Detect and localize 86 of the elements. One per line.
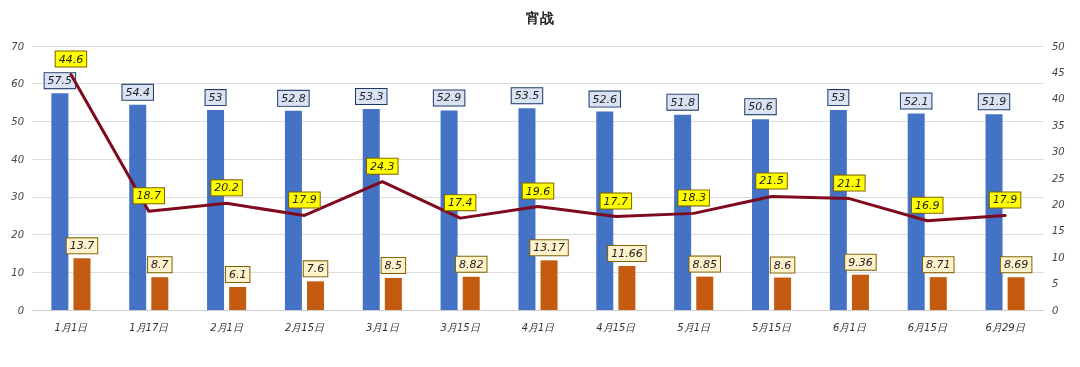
data-label: 52.1 [903, 94, 929, 108]
data-label: 52.8 [281, 91, 306, 105]
data-label: 9.36 [848, 255, 873, 269]
bar [73, 258, 91, 310]
y2-tick-label: 50 [1052, 40, 1065, 52]
data-label: 19.6 [525, 184, 551, 198]
y-tick-label: 20 [11, 229, 24, 241]
y2-tick-label: 20 [1052, 198, 1065, 210]
y2-tick-label: 0 [1052, 304, 1059, 316]
data-label: 17.9 [992, 193, 1018, 207]
bar [384, 277, 402, 310]
y-tick-label: 0 [17, 304, 24, 316]
bar [151, 277, 169, 310]
bar [696, 276, 714, 310]
x-tick-label: 4月1日 [521, 321, 556, 333]
data-label: 52.9 [436, 91, 462, 105]
y-tick-label: 50 [11, 115, 24, 127]
data-label: 57.5 [47, 74, 73, 88]
data-label: 53.5 [514, 89, 540, 103]
data-label: 8.71 [926, 258, 951, 272]
y2-tick-label: 15 [1052, 225, 1065, 237]
x-tick-label: 5月1日 [677, 321, 712, 333]
bar [462, 276, 480, 310]
data-label: 24.3 [370, 159, 395, 173]
data-label: 51.9 [981, 95, 1007, 109]
data-label: 53 [831, 91, 846, 105]
data-label: 51.8 [670, 95, 695, 109]
data-label: 8.6 [773, 258, 792, 272]
y2-tick-label: 35 [1052, 119, 1065, 131]
y-tick-label: 30 [11, 191, 24, 203]
x-tick-label: 6月1日 [833, 321, 867, 333]
x-tick-label: 4月15日 [596, 321, 637, 333]
y2-tick-label: 5 [1052, 278, 1059, 290]
bar [1007, 277, 1025, 310]
data-label: 8.85 [692, 257, 717, 271]
x-tick-label: 2月1日 [210, 321, 244, 333]
bar [51, 93, 69, 310]
data-label: 44.6 [58, 52, 84, 66]
data-label: 8.69 [1003, 258, 1029, 272]
data-label: 8.5 [384, 258, 403, 272]
x-tick-label: 5月15日 [751, 321, 793, 333]
data-label: 6.1 [228, 267, 247, 281]
data-label: 8.82 [458, 257, 484, 271]
data-label: 8.7 [151, 258, 169, 272]
bar [618, 266, 636, 310]
x-tick-label: 3月15日 [440, 321, 481, 333]
data-label: 16.9 [914, 198, 940, 212]
data-label: 13.17 [533, 241, 565, 255]
data-label: 21.5 [759, 174, 784, 188]
data-label: 13.7 [69, 239, 95, 253]
bar [929, 277, 947, 310]
y2-tick-label: 40 [1052, 93, 1065, 105]
y2-tick-label: 30 [1052, 146, 1065, 158]
bar [774, 277, 792, 310]
bar [540, 260, 558, 310]
x-tick-label: 3月1日 [365, 321, 400, 333]
y2-tick-label: 25 [1052, 172, 1065, 184]
data-label: 17.9 [292, 193, 317, 207]
data-label: 54.4 [125, 85, 150, 99]
y2-tick-label: 45 [1052, 66, 1065, 78]
y-tick-label: 40 [11, 153, 24, 165]
y-tick-label: 60 [11, 78, 24, 90]
data-label: 50.6 [748, 100, 773, 114]
bar [307, 281, 325, 310]
x-tick-label: 6月29日 [985, 321, 1026, 333]
chart-title: 宵战 [526, 10, 554, 26]
y-tick-label: 10 [11, 266, 24, 278]
data-label: 17.4 [447, 196, 473, 210]
data-label: 11.66 [611, 247, 643, 261]
bar [229, 286, 247, 310]
data-label: 21.1 [837, 176, 862, 190]
data-label: 7.6 [306, 262, 325, 276]
x-tick-label: 1月1日 [54, 321, 89, 333]
x-tick-label: 1月17日 [129, 321, 170, 333]
y2-tick-label: 10 [1052, 251, 1065, 263]
y-tick-label: 70 [11, 40, 24, 52]
data-label: 17.7 [603, 194, 629, 208]
bar [851, 274, 869, 310]
data-label: 20.2 [214, 181, 239, 195]
data-label: 53.3 [359, 89, 384, 103]
data-label: 18.3 [681, 191, 706, 205]
x-tick-label: 6月15日 [907, 321, 948, 333]
data-label: 53 [208, 91, 223, 105]
data-label: 18.7 [136, 189, 162, 203]
x-tick-label: 2月15日 [284, 321, 325, 333]
data-label: 52.6 [592, 92, 618, 106]
